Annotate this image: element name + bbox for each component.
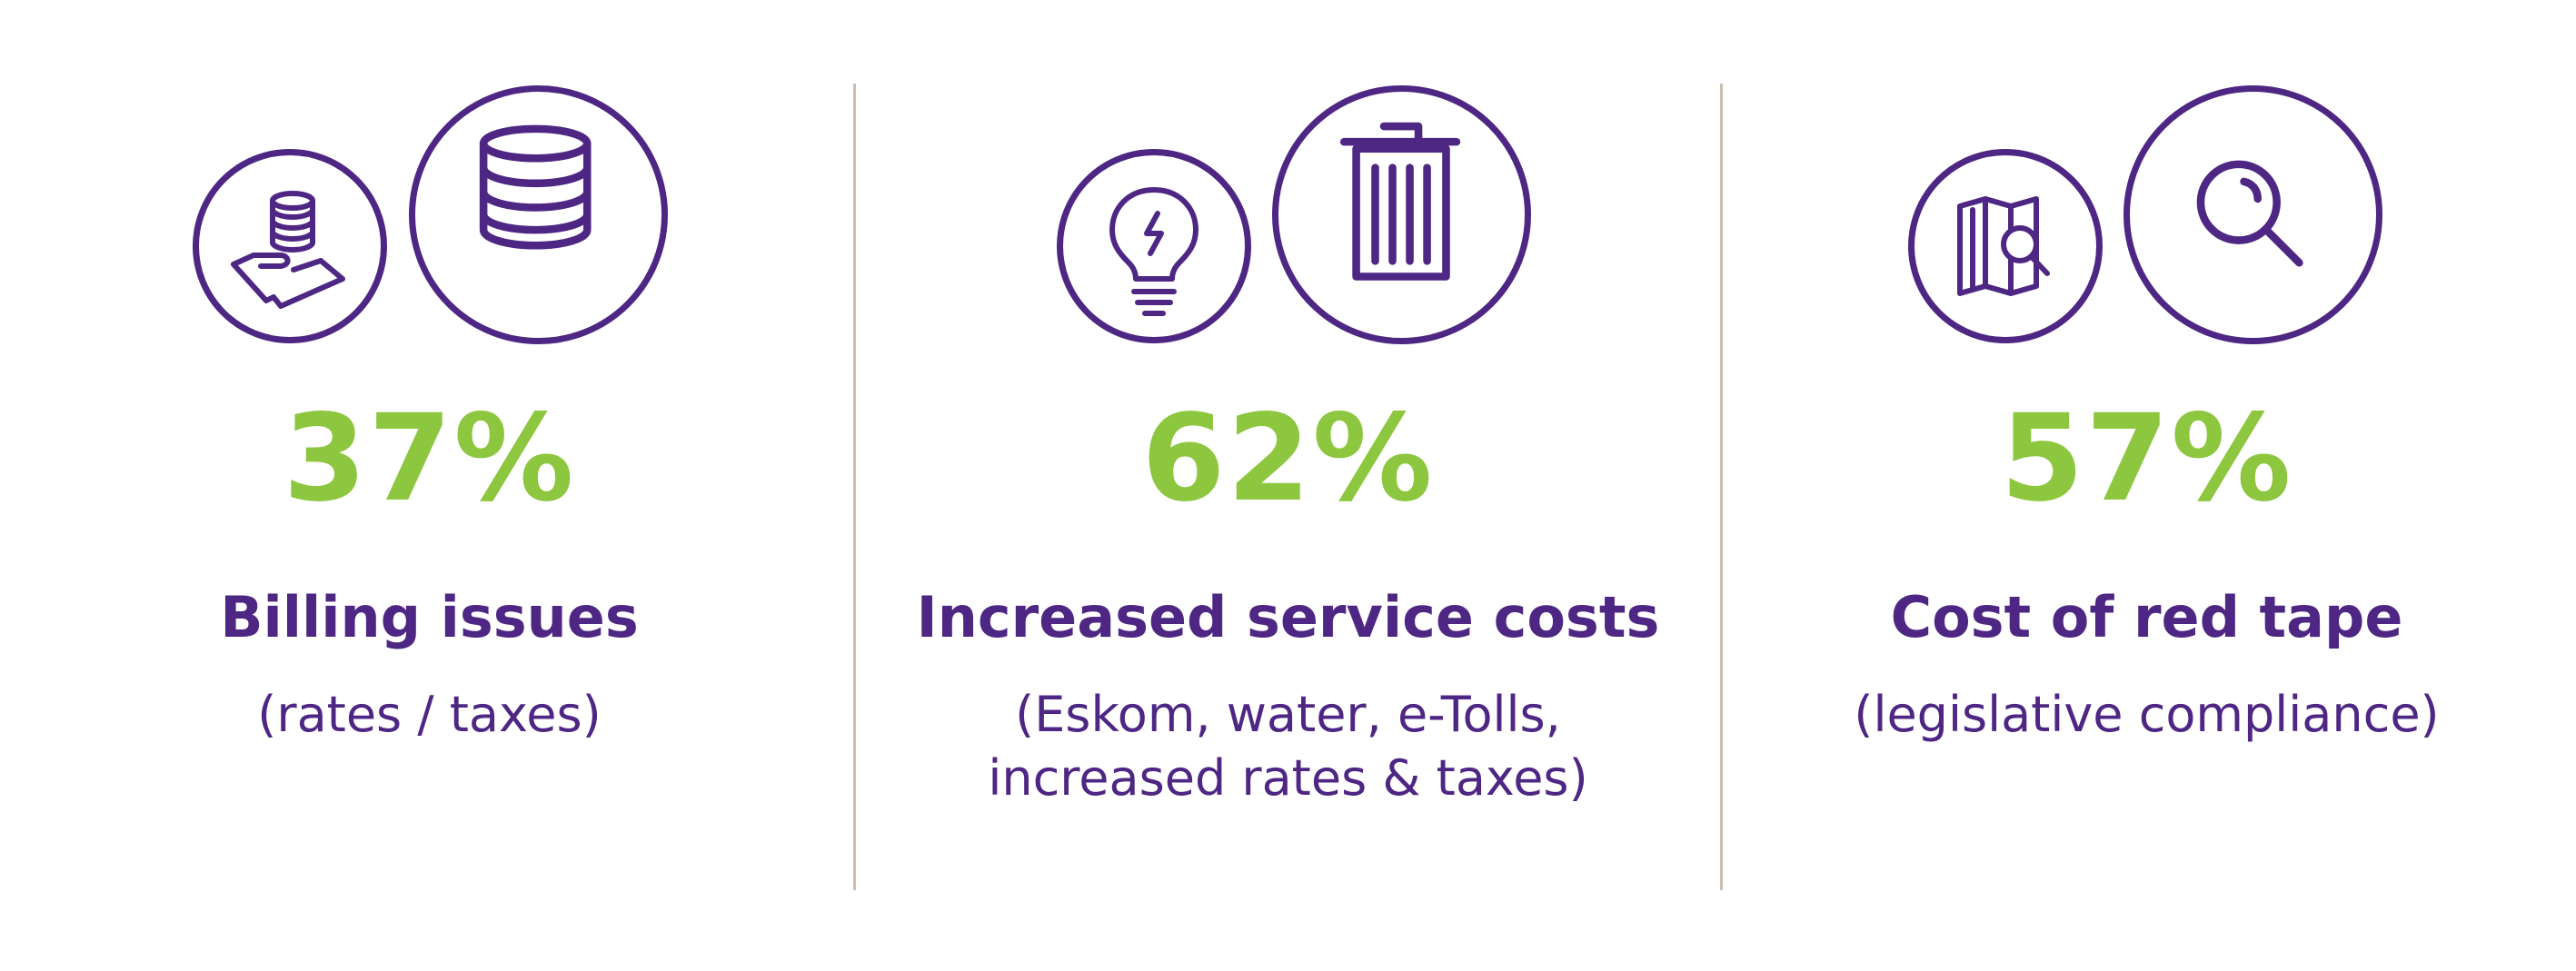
- column-divider: [853, 84, 856, 890]
- magnifying-glass-icon: [2123, 85, 2382, 344]
- coins-in-hand-icon: [193, 149, 387, 343]
- column-divider: [1720, 84, 1723, 890]
- icon-group: [859, 85, 1717, 349]
- stat-description-line: (Eskom, water, e-Tolls,: [1015, 686, 1561, 743]
- stat-heading: Billing issues: [220, 584, 639, 650]
- stat-description: (legislative compliance): [1717, 683, 2576, 747]
- stat-heading: Increased service costs: [916, 584, 1660, 650]
- coin-stack-icon: [409, 85, 668, 344]
- stat-panel-billing: 37% Billing issues (rates / taxes): [0, 0, 859, 971]
- map-search-icon: [1908, 149, 2103, 343]
- stat-description-line: increased rates & taxes): [988, 749, 1588, 807]
- lightbulb-icon: [1057, 149, 1251, 343]
- stat-panel-red-tape: 57% Cost of red tape (legislative compli…: [1717, 0, 2576, 971]
- stat-heading: Cost of red tape: [1890, 584, 2403, 650]
- stat-description: (Eskom, water, e-Tolls, increased rates …: [859, 683, 1717, 810]
- stat-percent: 62%: [1141, 389, 1435, 529]
- stat-description-line: (legislative compliance): [1854, 686, 2440, 743]
- stat-description-line: (rates / taxes): [257, 686, 602, 743]
- trash-bin-icon: [1272, 85, 1531, 344]
- stat-percent: 57%: [2000, 389, 2293, 529]
- stat-panel-service-costs: 62% Increased service costs (Eskom, wate…: [859, 0, 1717, 971]
- stat-percent: 37%: [283, 389, 576, 529]
- icon-group: [1717, 85, 2576, 349]
- icon-group: [0, 85, 859, 349]
- stat-description: (rates / taxes): [0, 683, 859, 747]
